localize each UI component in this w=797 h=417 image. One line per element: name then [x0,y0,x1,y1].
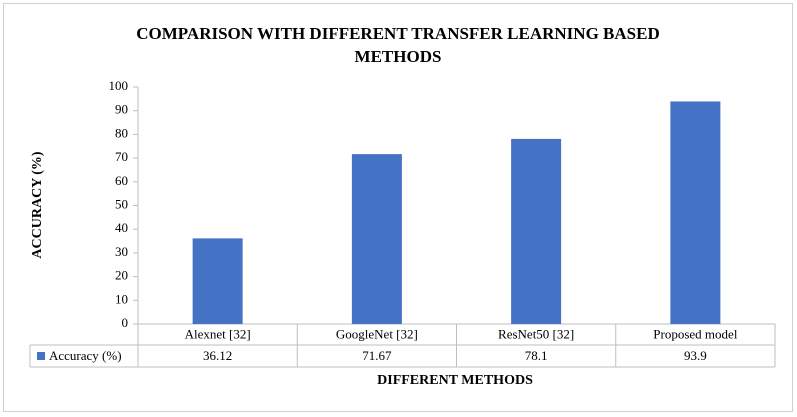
y-tick-label: 40 [115,220,128,235]
x-axis-label: DIFFERENT METHODS [377,373,533,388]
bar [192,238,243,324]
y-tick-label: 10 [115,291,128,306]
x-tick-label: ResNet50 [32] [498,326,574,341]
y-tick-label: 70 [115,149,128,164]
table-value: 36.12 [203,348,232,363]
y-tick-label: 50 [115,196,128,211]
legend-key [37,352,45,360]
y-tick-label: 60 [115,173,128,188]
table-value: 93.9 [684,348,707,363]
chart-border [3,3,793,412]
y-tick-label: 100 [109,78,129,93]
x-tick-label: Alexnet [32] [185,326,251,341]
y-tick-label: 0 [122,315,129,330]
y-tick-label: 20 [115,268,128,283]
chart-title: COMPARISON WITH DIFFERENT TRANSFER LEARN… [136,24,660,66]
y-tick-label: 90 [115,102,128,117]
table-value: 71.67 [362,348,392,363]
bar [670,101,721,324]
bar [351,154,402,324]
x-tick-label: GoogleNet [32] [336,326,418,341]
table-value: 78.1 [525,348,548,363]
y-tick-label: 80 [115,125,128,140]
bar [511,138,562,324]
y-axis-label: ACCURACY (%) [30,151,45,259]
y-tick-label: 30 [115,244,128,259]
legend-label: Accuracy (%) [49,348,122,363]
x-tick-label: Proposed model [653,326,738,341]
